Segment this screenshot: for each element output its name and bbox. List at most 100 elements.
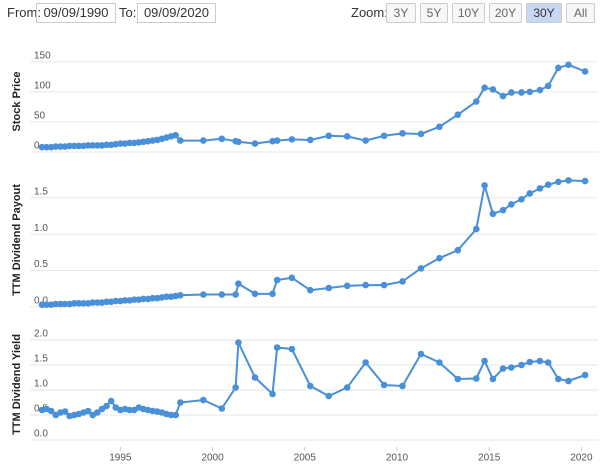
data-point [61, 408, 69, 415]
data-point [544, 181, 552, 189]
data-point [489, 210, 497, 218]
data-point [489, 375, 497, 383]
data-point [235, 138, 242, 146]
data-point [508, 201, 515, 208]
data-point [454, 375, 462, 383]
data-point [163, 293, 170, 301]
data-point [273, 137, 281, 144]
data-point [508, 364, 515, 371]
data-point [273, 276, 281, 284]
data-point [481, 357, 488, 365]
x-tick-label: 2015 [478, 453, 501, 464]
data-point [251, 140, 259, 147]
data-point [200, 291, 207, 298]
data-point [581, 177, 589, 185]
data-point [481, 84, 488, 91]
data-point [481, 182, 488, 189]
data-point [489, 86, 497, 93]
data-point [103, 402, 110, 410]
x-tick-label: 2010 [386, 453, 409, 464]
data-point [399, 382, 406, 390]
data-point [325, 284, 333, 292]
zoom-button[interactable]: 30Y [526, 3, 562, 23]
to-input[interactable]: 09/09/2020 [137, 3, 216, 23]
zoom-label: Zoom: [351, 5, 388, 20]
data-point [544, 359, 552, 366]
data-point [565, 61, 572, 69]
data-point [43, 301, 50, 309]
data-point [307, 382, 314, 390]
data-point [362, 281, 369, 289]
data-point [508, 89, 515, 96]
y-axis-title: Stock Price [11, 72, 23, 132]
data-point [251, 374, 259, 381]
series-line [41, 342, 586, 418]
data-point [454, 111, 462, 119]
data-point [251, 290, 259, 298]
data-point [417, 265, 425, 272]
zoom-button[interactable]: 5Y [420, 3, 448, 23]
data-point [499, 365, 507, 372]
zoom-button[interactable]: All [566, 3, 595, 23]
zoom-button[interactable]: 20Y [489, 3, 522, 23]
data-point [343, 133, 351, 140]
data-point [89, 142, 97, 149]
data-point [218, 405, 226, 412]
data-point [417, 350, 425, 358]
y-tick-label: 150 [34, 50, 51, 61]
data-point [380, 132, 388, 140]
data-point [140, 295, 147, 303]
data-point [200, 396, 207, 404]
data-point [499, 92, 507, 100]
from-input[interactable]: 09/09/1990 [36, 3, 116, 23]
data-point [536, 86, 544, 94]
y-tick-label: 2.0 [34, 329, 48, 340]
data-point [61, 300, 69, 308]
y-axis-title: TTM Dividend Payout [11, 184, 23, 296]
y-tick-label: 1.0 [34, 223, 48, 234]
data-point [43, 143, 50, 151]
data-point [581, 68, 589, 75]
data-point [38, 301, 46, 309]
data-point [57, 143, 64, 150]
data-point [84, 142, 92, 149]
data-point [325, 132, 333, 140]
data-point [126, 139, 133, 147]
data-point [75, 299, 83, 307]
data-point [436, 123, 443, 131]
data-point [235, 280, 242, 287]
data-point [288, 274, 296, 282]
data-point [84, 407, 92, 415]
data-point [232, 384, 239, 391]
data-point [172, 411, 179, 419]
data-point [565, 377, 572, 385]
data-point [325, 392, 333, 400]
to-label: To: [119, 5, 137, 20]
data-point [94, 409, 101, 416]
data-point [417, 130, 425, 138]
zoom-button[interactable]: 3Y [386, 3, 416, 23]
zoom-button[interactable]: 10Y [452, 3, 485, 23]
data-point [380, 281, 388, 289]
data-point [200, 137, 207, 144]
series-line [41, 63, 586, 149]
data-point [176, 137, 184, 144]
data-point [103, 141, 110, 149]
data-point [436, 359, 443, 366]
data-point [581, 371, 589, 379]
data-point [218, 291, 226, 298]
data-point [518, 89, 525, 96]
data-point [269, 390, 276, 398]
data-point [75, 142, 83, 150]
data-point [536, 357, 544, 365]
data-point [399, 278, 406, 285]
y-tick-label: 0.0 [34, 296, 48, 307]
data-point [472, 98, 480, 105]
y-tick-label: 1.5 [34, 354, 48, 365]
x-tick-label: 2000 [201, 453, 224, 464]
data-point [70, 142, 78, 150]
series-line [41, 179, 586, 306]
x-tick-label: 2020 [570, 453, 593, 464]
data-point [149, 294, 156, 302]
data-point [218, 135, 226, 143]
